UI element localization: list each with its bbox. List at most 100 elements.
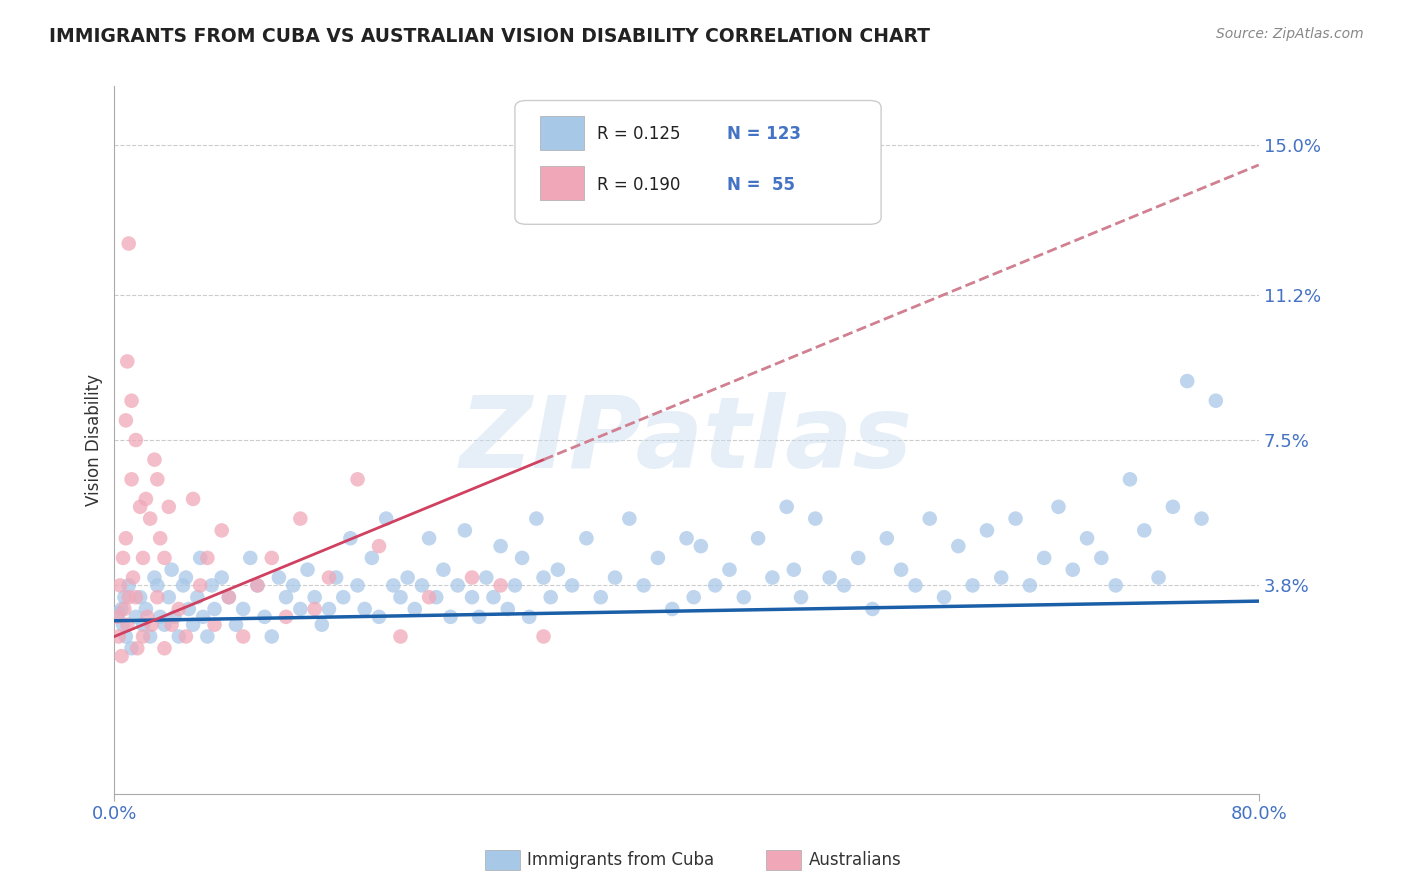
Point <box>135 602 157 616</box>
Point <box>122 570 145 584</box>
Point <box>389 630 412 644</box>
Point <box>682 591 704 605</box>
Point <box>105 610 128 624</box>
Point <box>129 591 152 605</box>
Point <box>153 641 176 656</box>
Point <box>129 500 152 514</box>
Text: ZIPatlas: ZIPatlas <box>460 392 912 489</box>
Point <box>253 610 276 624</box>
Point <box>188 578 211 592</box>
Point <box>589 591 612 605</box>
Point <box>489 539 512 553</box>
Point <box>1033 550 1056 565</box>
Point <box>157 500 180 514</box>
Point <box>439 610 461 624</box>
Point <box>204 602 226 616</box>
Point <box>141 617 163 632</box>
Point <box>125 610 148 624</box>
Point <box>475 570 498 584</box>
Point <box>904 578 927 592</box>
Point <box>346 578 368 592</box>
Point <box>110 649 132 664</box>
Point <box>332 591 354 605</box>
Point <box>368 539 391 553</box>
Point <box>274 591 297 605</box>
Point <box>718 563 741 577</box>
Point <box>283 578 305 592</box>
Point <box>876 531 898 545</box>
Point <box>108 578 131 592</box>
Point <box>790 591 813 605</box>
Point <box>260 550 283 565</box>
Point <box>890 563 912 577</box>
Text: N = 123: N = 123 <box>727 125 800 143</box>
Point <box>117 354 139 368</box>
Point <box>318 602 340 616</box>
Point <box>575 531 598 545</box>
Point <box>1105 578 1128 592</box>
FancyBboxPatch shape <box>515 101 882 224</box>
Point <box>135 491 157 506</box>
Point <box>177 602 200 616</box>
Point <box>117 617 139 632</box>
Point <box>118 236 141 251</box>
Point <box>121 641 143 656</box>
Point <box>167 630 190 644</box>
Point <box>163 610 186 624</box>
Point <box>139 511 162 525</box>
Point <box>118 591 141 605</box>
Point <box>181 491 204 506</box>
Point <box>174 570 197 584</box>
Point <box>153 550 176 565</box>
Point <box>404 602 426 616</box>
Point <box>846 550 869 565</box>
Point <box>121 393 143 408</box>
Point <box>191 610 214 624</box>
Point <box>115 531 138 545</box>
Point <box>489 578 512 592</box>
Point <box>1090 550 1112 565</box>
Point <box>510 550 533 565</box>
Point <box>218 591 240 605</box>
Point <box>1018 578 1040 592</box>
Point <box>375 511 398 525</box>
Point <box>353 602 375 616</box>
Point <box>160 563 183 577</box>
Point <box>1161 500 1184 514</box>
Y-axis label: Vision Disability: Vision Disability <box>86 374 103 506</box>
Point <box>149 531 172 545</box>
Point <box>225 617 247 632</box>
Point <box>411 578 433 592</box>
Point <box>115 630 138 644</box>
Point <box>503 578 526 592</box>
Point <box>146 591 169 605</box>
Point <box>172 578 194 592</box>
Point <box>107 630 129 644</box>
Point <box>132 630 155 644</box>
Point <box>111 550 134 565</box>
Point <box>304 602 326 616</box>
Point <box>454 524 477 538</box>
FancyBboxPatch shape <box>540 166 583 200</box>
Point <box>976 524 998 538</box>
Point <box>783 563 806 577</box>
Point <box>110 602 132 616</box>
Point <box>186 591 208 605</box>
Point <box>132 617 155 632</box>
Point <box>153 617 176 632</box>
Point <box>149 610 172 624</box>
Text: N =  55: N = 55 <box>727 177 794 194</box>
Point <box>447 578 470 592</box>
Point <box>832 578 855 592</box>
Point <box>121 472 143 486</box>
Point <box>197 550 219 565</box>
Point <box>561 578 583 592</box>
Point <box>932 591 955 605</box>
Point <box>517 610 540 624</box>
Point <box>633 578 655 592</box>
Point <box>761 570 783 584</box>
Text: Source: ZipAtlas.com: Source: ZipAtlas.com <box>1216 27 1364 41</box>
Point <box>136 610 159 624</box>
Point <box>432 563 454 577</box>
Point <box>733 591 755 605</box>
